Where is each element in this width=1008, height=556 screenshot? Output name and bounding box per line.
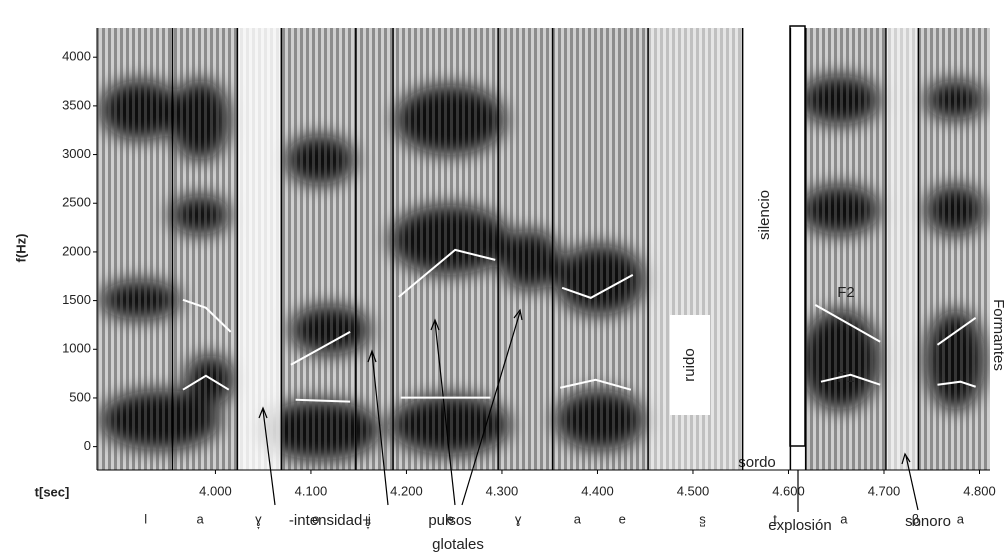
x-tick-label: 4.800	[963, 483, 996, 498]
formant-track	[182, 298, 232, 333]
phone-label: ɣ̞	[255, 511, 262, 529]
annotation: sordo	[738, 454, 776, 471]
formant-track	[559, 378, 632, 391]
x-tick-label: 4.300	[486, 483, 519, 498]
annotation: pulsos	[428, 512, 471, 529]
x-tick-label: 4.200	[390, 483, 423, 498]
explosion-box	[789, 25, 806, 447]
annotation: explosión	[768, 517, 831, 534]
x-tick-label: 4.000	[199, 483, 232, 498]
phone-label: s̺	[699, 511, 706, 526]
y-tick-label: 2000	[62, 243, 91, 258]
formant-track	[295, 398, 351, 403]
phone-label: ʝ̞	[366, 511, 372, 529]
arrows	[258, 308, 919, 512]
x-tick-label: 4.600	[772, 483, 805, 498]
y-tick-label: 2500	[62, 195, 91, 210]
y-tick-label: 1000	[62, 341, 91, 356]
formant-track	[182, 374, 230, 391]
annotation: F2	[837, 284, 855, 301]
annotation: Formantes	[990, 299, 1007, 371]
phone-label: β̞	[912, 511, 921, 526]
phone-label: e	[447, 511, 454, 526]
formant-track	[937, 380, 976, 388]
formant-track	[936, 317, 977, 346]
phone-label: t	[773, 511, 777, 526]
formant-track	[561, 274, 634, 299]
formant-track	[814, 304, 881, 343]
y-axis-label: f(Hz)	[13, 234, 28, 263]
annotation: silencio	[756, 190, 773, 240]
annotation: ruido	[681, 348, 698, 381]
formant-track	[290, 330, 351, 366]
x-tick-label: 4.700	[868, 483, 901, 498]
formant-track	[398, 248, 496, 298]
annotation: F1	[837, 369, 855, 386]
annotation: -intensidad+	[289, 512, 371, 529]
phone-label: a	[957, 511, 965, 526]
x-tick-label: 4.400	[581, 483, 614, 498]
phone-label: a	[574, 511, 582, 526]
ruido-box	[670, 315, 710, 415]
annotation: glotales	[432, 536, 484, 553]
y-tick-label: 4000	[62, 49, 91, 64]
y-tick-label: 0	[84, 438, 91, 453]
y-tick-label: 3500	[62, 97, 91, 112]
phone-label: ɣ	[515, 511, 522, 526]
phone-label: o	[312, 511, 319, 526]
phone-label: a	[197, 511, 205, 526]
x-tick-label: 4.100	[295, 483, 328, 498]
x-tick-label: 4.500	[677, 483, 710, 498]
phone-label: a	[840, 511, 848, 526]
y-tick-label: 500	[69, 389, 91, 404]
y-tick-label: 1500	[62, 292, 91, 307]
annotation: sonoro	[905, 513, 951, 530]
phone-label: l	[144, 511, 147, 526]
y-tick-label: 3000	[62, 146, 91, 161]
formant-track	[820, 373, 881, 386]
spectrogram	[97, 28, 990, 470]
x-axis-label: t[sec]	[35, 484, 70, 499]
phone-label: e	[619, 511, 626, 526]
